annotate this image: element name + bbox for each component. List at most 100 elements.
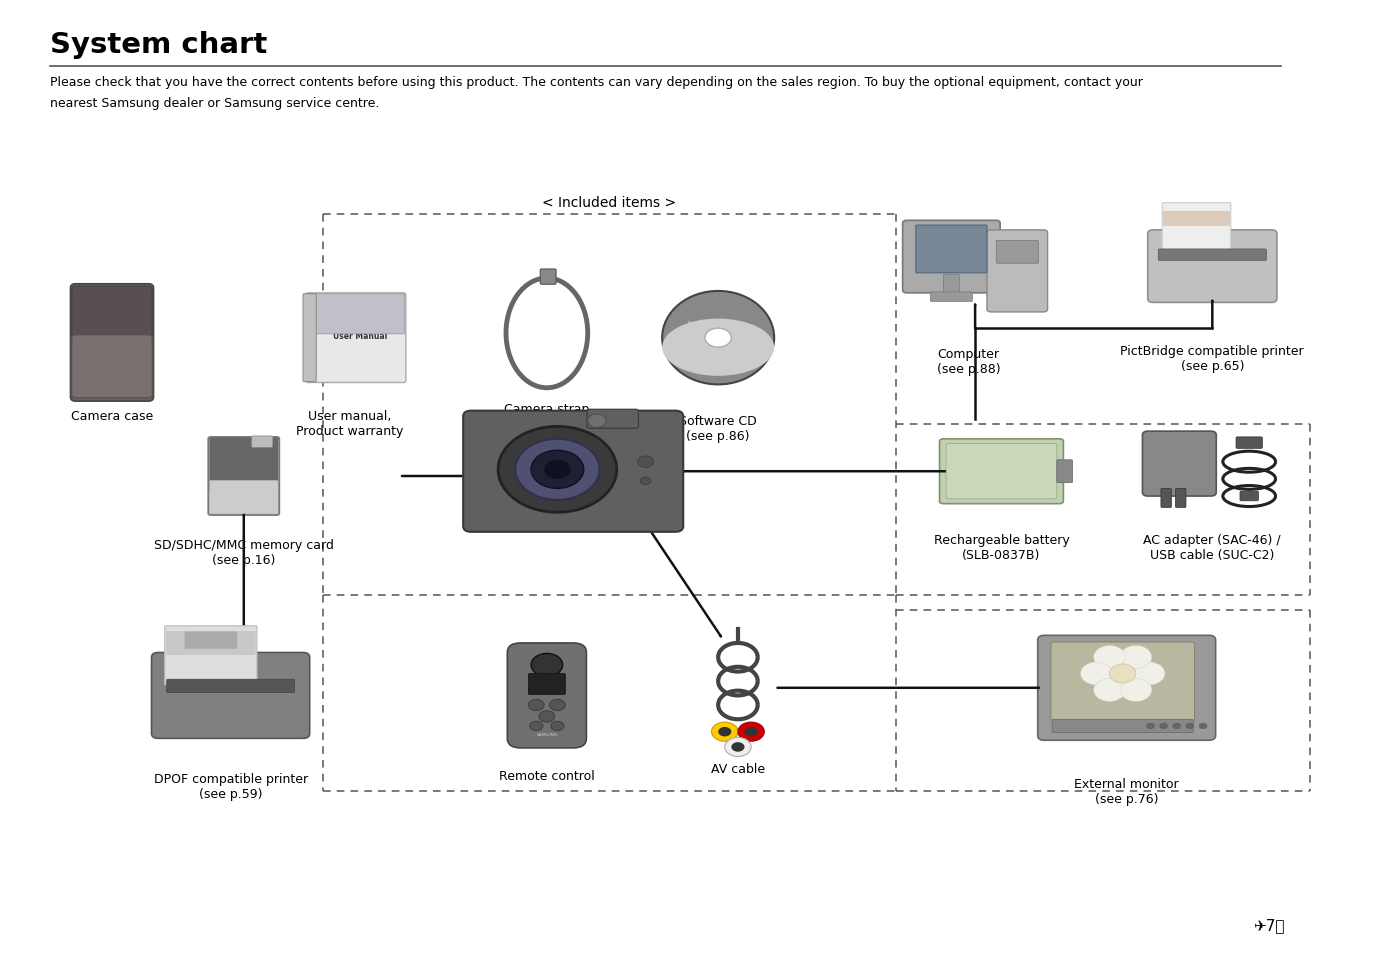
Text: PictBridge compatible printer
(see p.65): PictBridge compatible printer (see p.65) [1120,345,1304,373]
Circle shape [704,329,732,348]
FancyBboxPatch shape [903,221,1000,294]
Circle shape [1199,723,1207,729]
Circle shape [1090,650,1156,698]
Circle shape [725,738,751,757]
Circle shape [588,415,606,428]
FancyBboxPatch shape [463,412,684,532]
FancyBboxPatch shape [72,335,152,398]
FancyBboxPatch shape [939,439,1063,504]
Circle shape [1080,662,1112,685]
Text: SAMSUNG: SAMSUNG [536,732,558,736]
Text: Rechargeable battery
(SLB-0837B): Rechargeable battery (SLB-0837B) [934,534,1069,561]
FancyBboxPatch shape [1056,460,1073,483]
Circle shape [718,727,732,737]
Circle shape [1134,662,1164,685]
FancyBboxPatch shape [167,679,294,693]
Text: SLB-0837B: SLB-0837B [987,476,1015,481]
Circle shape [539,711,555,722]
FancyBboxPatch shape [540,270,557,285]
Text: Camera strap: Camera strap [504,402,590,416]
Circle shape [530,721,543,731]
FancyBboxPatch shape [1240,492,1258,501]
Circle shape [532,451,584,489]
Text: nearest Samsung dealer or Samsung service centre.: nearest Samsung dealer or Samsung servic… [50,97,380,111]
Text: System chart: System chart [50,30,268,58]
FancyBboxPatch shape [916,226,987,274]
FancyBboxPatch shape [302,294,316,382]
Ellipse shape [661,292,775,385]
FancyBboxPatch shape [305,294,406,383]
FancyBboxPatch shape [185,632,238,649]
FancyBboxPatch shape [507,643,587,748]
FancyBboxPatch shape [1142,432,1217,497]
Ellipse shape [661,319,775,376]
Text: Computer
(see p.88): Computer (see p.88) [936,348,1000,375]
FancyBboxPatch shape [1236,437,1262,449]
FancyBboxPatch shape [72,287,152,338]
Text: User manual,
Product warranty: User manual, Product warranty [296,410,403,437]
Circle shape [638,456,653,468]
FancyBboxPatch shape [987,231,1048,313]
FancyBboxPatch shape [164,626,257,685]
Circle shape [1172,723,1181,729]
FancyBboxPatch shape [70,285,153,402]
Circle shape [550,700,565,711]
Circle shape [1160,723,1167,729]
Text: AV cable: AV cable [711,762,765,776]
Text: AC adapter (SAC-46) /
USB cable (SUC-C2): AC adapter (SAC-46) / USB cable (SUC-C2) [1143,534,1282,561]
FancyBboxPatch shape [1148,231,1277,303]
Circle shape [1120,646,1152,669]
FancyBboxPatch shape [251,436,273,448]
Circle shape [1094,679,1126,701]
FancyBboxPatch shape [1037,636,1215,740]
Circle shape [641,477,650,485]
FancyBboxPatch shape [166,632,255,656]
Circle shape [515,439,599,500]
FancyBboxPatch shape [209,437,279,516]
FancyBboxPatch shape [1051,642,1195,722]
Text: SAMSUNG: SAMSUNG [982,454,1021,459]
Circle shape [529,700,544,711]
Circle shape [1120,679,1152,701]
FancyBboxPatch shape [210,438,278,492]
Text: 3.7V 860mAh: 3.7V 860mAh [987,487,1015,491]
FancyBboxPatch shape [1052,720,1193,733]
FancyBboxPatch shape [1161,489,1171,508]
Circle shape [532,654,562,677]
Text: Software CD-ROM: Software CD-ROM [688,321,735,326]
FancyBboxPatch shape [1159,250,1266,261]
Circle shape [551,721,563,731]
Circle shape [744,727,758,737]
Text: SD/SDHC/MMC memory card
(see p.16): SD/SDHC/MMC memory card (see p.16) [153,538,334,566]
FancyBboxPatch shape [307,294,405,335]
Circle shape [1146,723,1155,729]
Text: Software CD
(see p.86): Software CD (see p.86) [679,415,757,442]
Circle shape [1186,723,1193,729]
FancyBboxPatch shape [529,674,565,695]
FancyBboxPatch shape [931,293,972,302]
FancyBboxPatch shape [1175,489,1186,508]
Text: Li-ion Battery: Li-ion Battery [983,465,1021,471]
FancyBboxPatch shape [996,241,1039,264]
FancyBboxPatch shape [946,444,1056,499]
Circle shape [737,722,764,741]
FancyBboxPatch shape [587,410,638,429]
Text: User Manual: User Manual [333,332,387,341]
Text: Please check that you have the correct contents before using this product. The c: Please check that you have the correct c… [50,76,1143,90]
Text: SAMSUNG: SAMSUNG [574,476,599,482]
FancyBboxPatch shape [1163,203,1230,257]
Text: DPOF compatible printer
(see p.59): DPOF compatible printer (see p.59) [153,772,308,800]
Text: External monitor
(see p.76): External monitor (see p.76) [1074,777,1179,804]
Text: Remote control: Remote control [499,769,595,782]
FancyBboxPatch shape [943,274,960,301]
FancyBboxPatch shape [1164,212,1229,227]
Circle shape [544,460,570,479]
FancyBboxPatch shape [152,653,309,739]
Circle shape [732,742,744,752]
Text: < Included items >: < Included items > [541,195,675,210]
Circle shape [499,427,617,513]
FancyBboxPatch shape [210,481,278,515]
Circle shape [711,722,737,741]
Circle shape [1094,646,1126,669]
Circle shape [1109,664,1137,683]
